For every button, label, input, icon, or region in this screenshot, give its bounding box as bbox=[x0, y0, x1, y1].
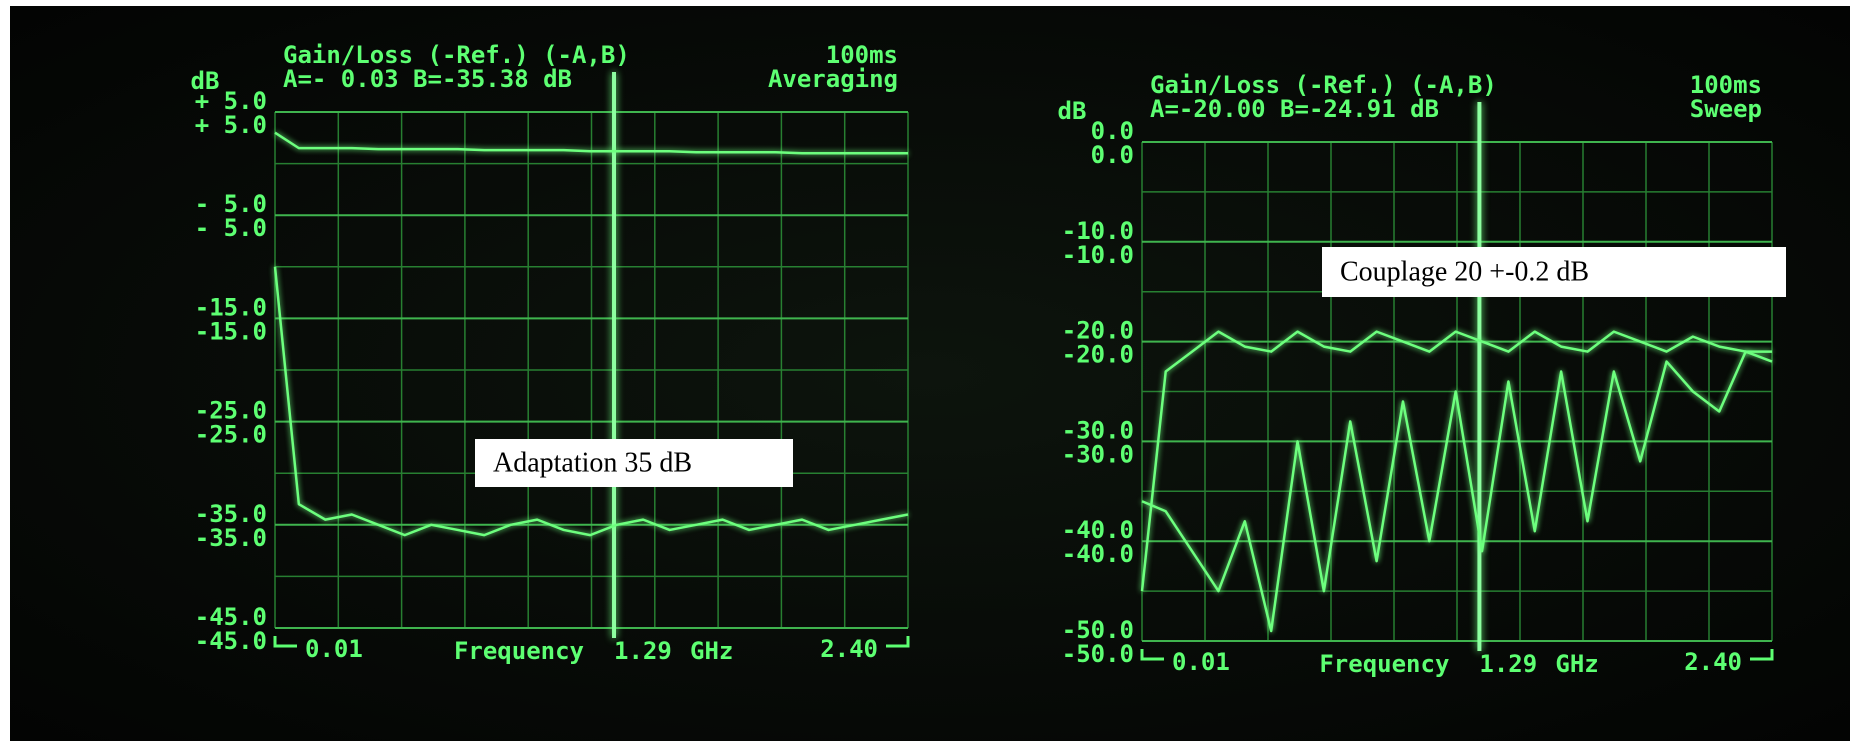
x-tick-label: 0.01 bbox=[305, 635, 363, 663]
marker-label: 1.29 bbox=[614, 637, 672, 665]
y-tick-label: 0.0 bbox=[1091, 141, 1134, 169]
annotation: Couplage 20 +-0.2 dB bbox=[1340, 256, 1589, 287]
y-tick-label: - 5.0 bbox=[195, 214, 267, 242]
y-tick-label: + 5.0 bbox=[195, 111, 267, 139]
mode: Averaging bbox=[768, 65, 898, 93]
x-unit: GHz bbox=[1555, 650, 1598, 678]
y-tick-label: -35.0 bbox=[195, 524, 267, 552]
y-axis-label: dB bbox=[1058, 97, 1087, 125]
y-tick-label: -20.0 bbox=[1062, 341, 1134, 369]
x-unit: GHz bbox=[690, 637, 733, 665]
y-tick-label: -40.0 bbox=[1062, 540, 1134, 568]
y-tick-label: -50.0 bbox=[1062, 640, 1134, 668]
readout: A=-20.00 B=-24.91 dB bbox=[1150, 95, 1439, 123]
x-axis-label: Frequency bbox=[1319, 650, 1449, 678]
x-tick-label: 2.40 bbox=[820, 635, 878, 663]
x-tick-label: 2.40 bbox=[1684, 648, 1742, 676]
x-tick-label: 0.01 bbox=[1172, 648, 1230, 676]
y-tick-label: -25.0 bbox=[195, 421, 267, 449]
y-tick-label: -10.0 bbox=[1062, 241, 1134, 269]
screenshot: + 5.0+ 5.0- 5.0- 5.0-15.0-15.0-25.0-25.0… bbox=[0, 0, 1861, 747]
x-axis-label: Frequency bbox=[454, 637, 584, 665]
y-tick-label: -30.0 bbox=[1062, 440, 1134, 468]
readout: A=- 0.03 B=-35.38 dB bbox=[283, 65, 572, 93]
y-tick-label: -45.0 bbox=[195, 627, 267, 655]
y-tick-label: -15.0 bbox=[195, 317, 267, 345]
marker-label: 1.29 bbox=[1479, 650, 1537, 678]
mode: Sweep bbox=[1690, 95, 1762, 123]
y-axis-label: dB bbox=[191, 67, 220, 95]
annotation: Adaptation 35 dB bbox=[493, 447, 692, 478]
